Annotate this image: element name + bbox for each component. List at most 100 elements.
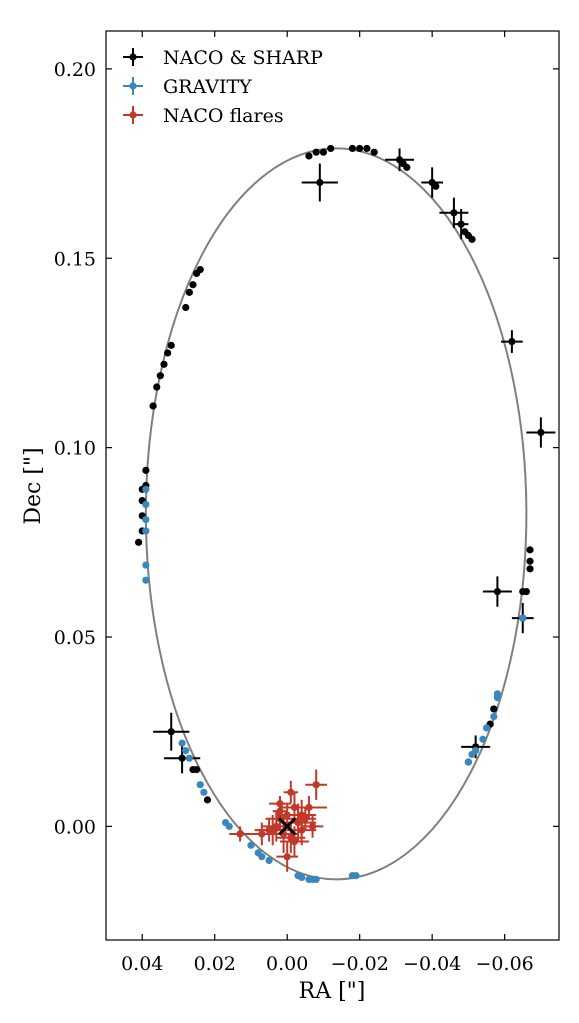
data-point [178,754,186,762]
data-point [312,148,320,156]
data-point [319,148,328,156]
data-point [294,818,302,827]
data-point [193,765,201,774]
data-point [276,800,284,808]
data-point [457,220,465,228]
y-tick-label: 0.15 [54,248,96,270]
marker-layer [278,817,297,836]
data-point [432,182,440,190]
data-point [508,337,516,346]
data-point [167,341,175,349]
data-point [290,803,299,812]
data-point [142,527,150,535]
data-point [327,144,335,153]
data-point [142,500,150,509]
data-point [316,178,324,187]
data-point [142,515,150,524]
points-layer [135,144,556,884]
legend-label: NACO & SHARP [163,47,323,69]
data-point [348,144,357,153]
data-point [164,349,172,357]
data-point [403,163,411,171]
data-point [464,758,472,766]
data-point [298,873,306,882]
data-point [482,724,491,732]
data-point [135,538,143,546]
x-tick-label: −0.04 [403,953,461,975]
data-point [493,690,501,698]
data-point [493,587,501,596]
data-point [363,144,371,153]
data-point [356,144,364,153]
data-point [225,822,233,830]
x-tick-label: −0.02 [331,953,389,975]
data-point [142,561,150,569]
legend-marker [129,82,137,90]
data-point [308,822,317,830]
data-point [142,466,150,474]
data-point [526,546,534,554]
data-point [490,712,498,721]
data-point [305,152,313,160]
x-tick-label: 0.04 [121,953,163,975]
data-point [450,209,458,217]
data-point [265,856,273,865]
data-point [203,796,212,804]
data-point [479,735,487,743]
data-point [370,148,378,156]
x-tick-label: 0.00 [266,953,308,975]
data-point [142,485,150,493]
data-point [149,402,157,410]
data-point [312,875,320,884]
y-tick-label: 0.00 [54,816,96,838]
data-point [352,872,360,880]
legend-label: GRAVITY [163,76,252,98]
data-point [193,269,201,277]
data-point [287,788,295,796]
data-point [142,576,150,584]
data-point [290,837,299,846]
y-tick-label: 0.05 [54,627,96,649]
y-tick-label: 0.10 [54,438,96,460]
data-point [519,614,527,622]
data-point [258,830,266,838]
legend: NACO & SHARP GRAVITY NACO flares [123,47,323,127]
data-point [153,383,161,391]
data-point [167,728,175,736]
center-marker-stroke [278,817,297,836]
series-1 [142,485,527,884]
data-point [258,853,266,861]
data-point [312,781,320,789]
legend-marker [129,53,137,61]
data-point [185,754,193,762]
data-point [301,815,309,823]
plot-frame [105,30,560,941]
data-point [468,235,476,243]
data-point [519,587,527,596]
data-point [160,360,168,368]
data-point [283,811,291,819]
legend-label: NACO flares [163,105,284,127]
data-point [283,853,291,861]
data-point [185,288,193,296]
x-axis-title: RA ["] [299,979,366,1004]
orbit-ellipse [144,147,528,881]
data-point [526,557,534,565]
data-point [265,826,273,834]
data-point [182,303,190,312]
data-point [156,372,164,380]
legend-marker [129,111,137,119]
data-point [189,281,197,289]
data-point [200,788,208,796]
data-point [490,705,498,713]
data-point [196,781,204,789]
data-point [526,565,534,573]
x-tick-label: −0.06 [476,953,534,975]
data-point [537,428,545,437]
data-point [236,830,244,838]
data-point [247,841,255,849]
data-point [182,747,190,755]
ticks-layer: 0.04 0.02 0.00 −0.02 −0.04 −0.06 0.00 0.05 0.10 0… [54,31,559,975]
